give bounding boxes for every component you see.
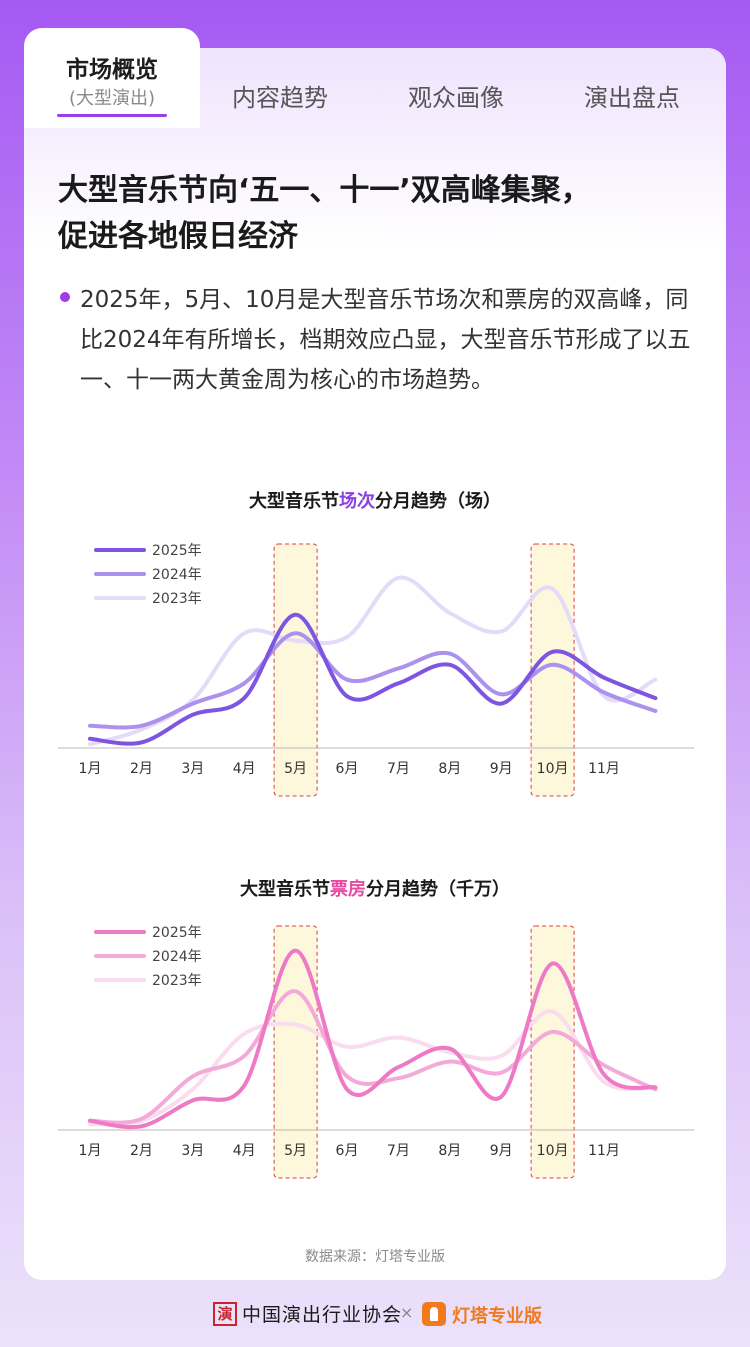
tab-show-review[interactable]: 演出盘点 <box>584 84 680 112</box>
chart-2-title-highlight: 票房 <box>330 879 366 900</box>
highlight-band-1 <box>273 925 318 1179</box>
legend-label: 2024年 <box>152 567 202 583</box>
legend-label: 2025年 <box>152 543 202 559</box>
x-tick-label: 5月 <box>284 1143 307 1159</box>
series-line-2024年 <box>88 989 658 1125</box>
x-tick-label: 2月 <box>130 1143 153 1159</box>
chart-2-title-prefix: 大型音乐节 <box>240 879 330 900</box>
series-line-2025年 <box>88 948 658 1130</box>
summary-text: 2025年，5月、10月是大型音乐节场次和票房的双高峰，同比2024年有所增长，… <box>80 287 691 393</box>
page-title: 大型音乐节向‘五一、十一’双高峰集聚， 促进各地假日经济 <box>58 168 698 260</box>
x-tick-label: 10月 <box>537 1143 569 1159</box>
series-line-2024年 <box>88 631 658 730</box>
page-title-line-1: 大型音乐节向‘五一、十一’双高峰集聚， <box>58 173 591 208</box>
x-tick-label: 8月 <box>438 761 461 777</box>
series-line-2023年 <box>88 575 658 747</box>
legend-label: 2025年 <box>152 925 202 941</box>
x-tick-label: 3月 <box>181 1143 204 1159</box>
sessions-line-chart: 1月 2月 3月 4月 5月 6月 7月 8月 9月 10月 11月 2025年 2024年 2023年 <box>58 543 694 797</box>
tab-market-overview[interactable]: 市场概览 (大型演出) <box>24 28 200 128</box>
x-tick-label: 1月 <box>79 761 102 777</box>
x-tick-label: 5月 <box>284 761 307 777</box>
x-tick-label: 6月 <box>336 761 359 777</box>
x-tick-label: 4月 <box>233 1143 256 1159</box>
series-line-2023年 <box>88 1009 658 1127</box>
tab-market-overview-label: 市场概览 <box>66 57 158 83</box>
tab-audience-profile[interactable]: 观众画像 <box>408 84 504 112</box>
highlight-band-1 <box>273 543 318 797</box>
x-tick-label: 10月 <box>537 761 569 777</box>
x-tick-label: 7月 <box>387 1143 410 1159</box>
tab-bar: 市场概览 (大型演出) 内容趋势 观众画像 演出盘点 <box>0 0 750 128</box>
chart-1-title: 大型音乐节场次分月趋势（场） <box>0 487 750 513</box>
series-line-2025年 <box>88 612 658 746</box>
x-tick-label: 6月 <box>336 1143 359 1159</box>
content-card <box>24 48 726 1280</box>
data-source-note: 数据来源：灯塔专业版 <box>305 1249 445 1265</box>
x-tick-label: 3月 <box>181 761 204 777</box>
highlight-band-2 <box>530 925 575 1179</box>
chart-1-title-prefix: 大型音乐节 <box>249 491 339 512</box>
x-tick-label: 11月 <box>588 761 620 777</box>
chart-2-title: 大型音乐节票房分月趋势（千万） <box>0 875 750 901</box>
x-tick-label: 2月 <box>130 761 153 777</box>
tab-market-overview-sublabel: (大型演出) <box>68 88 156 109</box>
page-title-line-2: 促进各地假日经济 <box>58 219 298 254</box>
partner-separator: × <box>400 1303 414 1322</box>
x-tick-label: 11月 <box>588 1143 620 1159</box>
x-tick-label: 7月 <box>387 761 410 777</box>
active-tab-indicator <box>57 114 167 117</box>
x-tick-label: 9月 <box>490 1143 513 1159</box>
x-tick-label: 9月 <box>490 761 513 777</box>
association-name: 中国演出行业协会 <box>242 1304 403 1326</box>
chart-1-title-suffix: 分月趋势（场） <box>375 491 501 512</box>
x-tick-label: 8月 <box>438 1143 461 1159</box>
association-seal-logo: 演 <box>213 1302 237 1326</box>
dengta-logo-icon <box>422 1302 446 1326</box>
dengta-brand-name: 灯塔专业版 <box>452 1306 542 1327</box>
legend-label: 2023年 <box>152 973 202 989</box>
x-tick-label: 1月 <box>79 1143 102 1159</box>
chart-1-title-highlight: 场次 <box>339 491 375 512</box>
bullet-dot <box>60 292 70 302</box>
legend-label: 2023年 <box>152 591 202 607</box>
box-office-line-chart: 1月 2月 3月 4月 5月 6月 7月 8月 9月 10月 11月 2025年 2024年 2023年 <box>58 925 694 1179</box>
x-tick-label: 4月 <box>233 761 256 777</box>
legend-label: 2024年 <box>152 949 202 965</box>
chart-2-title-suffix: 分月趋势（千万） <box>366 879 510 900</box>
tab-content-trends[interactable]: 内容趋势 <box>232 84 328 112</box>
